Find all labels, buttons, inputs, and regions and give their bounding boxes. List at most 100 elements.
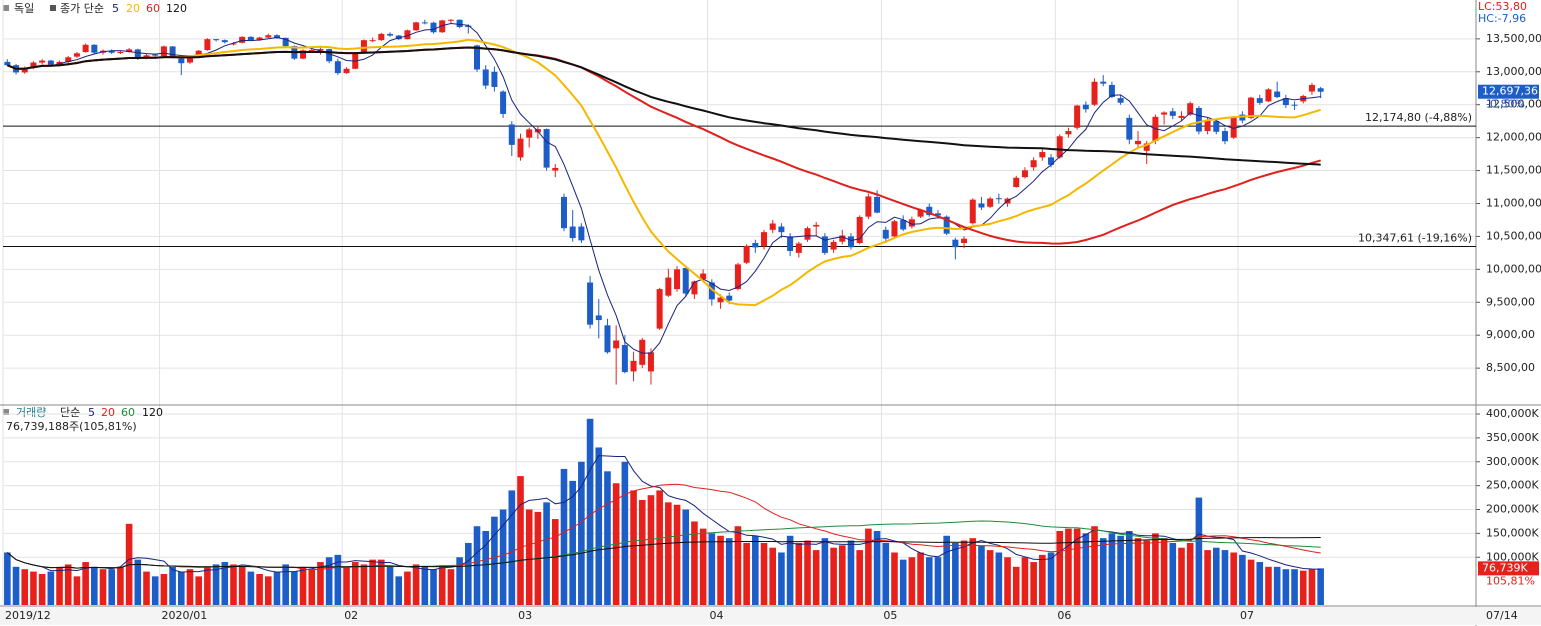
volume-bar bbox=[638, 499, 646, 605]
candle-body bbox=[1100, 81, 1107, 84]
candle-body bbox=[587, 282, 594, 325]
volume-bar bbox=[73, 576, 81, 605]
candle-body bbox=[761, 232, 768, 247]
volume-bar bbox=[873, 530, 881, 605]
volume-bar bbox=[56, 566, 63, 605]
volume-bar bbox=[830, 547, 837, 605]
candle-body bbox=[1169, 111, 1176, 116]
volume-bar bbox=[551, 519, 559, 605]
candle-body bbox=[717, 297, 724, 303]
volume-bar bbox=[108, 569, 116, 605]
volume-ma-legend: 60 bbox=[121, 406, 135, 419]
volume-legend: 단순 bbox=[60, 406, 80, 419]
x-tick-label: 06 bbox=[1057, 609, 1071, 622]
volume-bar bbox=[699, 528, 707, 605]
volume-bar bbox=[778, 552, 785, 605]
volume-bar bbox=[386, 566, 394, 605]
candle-body bbox=[1135, 140, 1142, 145]
volume-bar bbox=[734, 526, 742, 605]
candle-body bbox=[674, 269, 681, 290]
last-price-change: -0,80% bbox=[1486, 98, 1525, 111]
volume-bar bbox=[325, 557, 333, 605]
price-ma-legend: 120 bbox=[166, 2, 187, 15]
candle-body bbox=[456, 19, 463, 27]
volume-bar bbox=[38, 573, 46, 605]
volume-bar bbox=[91, 566, 98, 605]
candle-body bbox=[186, 56, 193, 63]
candle-body bbox=[743, 245, 750, 263]
volume-bar bbox=[604, 471, 611, 605]
candle-body bbox=[1126, 117, 1133, 140]
volume-bar bbox=[682, 509, 690, 605]
volume-bar bbox=[978, 545, 985, 605]
volume-bar bbox=[838, 545, 846, 605]
legend-icon bbox=[50, 5, 56, 11]
volume-bar bbox=[1056, 530, 1064, 605]
volume-bar bbox=[160, 573, 168, 605]
last-volume-box bbox=[1478, 561, 1539, 576]
volume-bar bbox=[1160, 538, 1168, 605]
candle-body bbox=[1091, 81, 1098, 105]
candle-body bbox=[273, 35, 280, 38]
y-tick-label: 11,000,00 bbox=[1486, 196, 1541, 209]
volume-bar bbox=[934, 557, 942, 605]
volume-bar bbox=[560, 468, 568, 605]
candle-body bbox=[691, 281, 698, 295]
candle-body bbox=[1317, 88, 1324, 92]
volume-bar bbox=[482, 530, 490, 605]
candle-body bbox=[552, 167, 559, 171]
candle-body bbox=[491, 71, 498, 87]
candle-body bbox=[734, 264, 741, 290]
candle-body bbox=[1308, 84, 1315, 92]
volume-bar bbox=[30, 571, 37, 605]
candle-body bbox=[500, 91, 507, 114]
volume-bar bbox=[1134, 538, 1142, 605]
candle-body bbox=[569, 226, 576, 239]
candle-body bbox=[752, 243, 759, 248]
price-ma-legend: 60 bbox=[146, 2, 160, 15]
volume-ma-legend: 120 bbox=[142, 406, 163, 419]
candle-body bbox=[1117, 98, 1124, 103]
volume-bar bbox=[308, 569, 316, 605]
candle-body bbox=[578, 226, 585, 241]
volume-ma-line bbox=[6, 537, 1321, 569]
candle-body bbox=[1074, 105, 1081, 128]
x-tick-label: 03 bbox=[518, 609, 532, 622]
volume-bar bbox=[334, 554, 342, 605]
candle-body bbox=[1013, 177, 1020, 188]
candle-body bbox=[795, 243, 802, 253]
candle-body bbox=[378, 33, 385, 41]
volume-bar bbox=[665, 502, 672, 605]
candle-body bbox=[213, 39, 220, 41]
candle-body bbox=[595, 315, 602, 321]
y-tick-label: 9,000,00 bbox=[1486, 328, 1535, 341]
volume-bar bbox=[1265, 566, 1272, 605]
volume-ma-legend: 20 bbox=[101, 406, 115, 419]
volume-bar bbox=[969, 538, 977, 605]
volume-bar bbox=[1317, 568, 1324, 605]
candle-body bbox=[221, 40, 228, 43]
volume-bar bbox=[1299, 570, 1307, 605]
price-ma-line bbox=[6, 38, 1321, 307]
candle-body bbox=[247, 36, 254, 41]
y-tick-label: 300,000K bbox=[1486, 455, 1539, 468]
x-tick-label: 04 bbox=[709, 609, 723, 622]
volume-bar bbox=[256, 573, 263, 605]
candle-body bbox=[1021, 170, 1028, 178]
y-tick-label: 100,000K bbox=[1486, 550, 1539, 563]
candle-body bbox=[343, 68, 350, 74]
volume-bar bbox=[99, 569, 107, 605]
y-tick-label: 11,500,00 bbox=[1486, 164, 1541, 177]
volume-bar bbox=[508, 490, 516, 605]
candle-body bbox=[647, 352, 654, 372]
volume-bar bbox=[786, 535, 794, 605]
candle-body bbox=[47, 60, 54, 66]
candle-body bbox=[195, 50, 202, 57]
volume-bar bbox=[578, 461, 585, 605]
level-label: 12,174,80 (-4,88%) bbox=[1365, 111, 1472, 124]
volume-bar bbox=[117, 566, 124, 605]
candle-body bbox=[787, 236, 794, 251]
candle-body bbox=[1265, 89, 1272, 102]
candle-body bbox=[439, 20, 446, 33]
candle-body bbox=[169, 46, 176, 58]
